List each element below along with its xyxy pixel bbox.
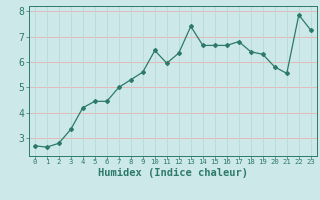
X-axis label: Humidex (Indice chaleur): Humidex (Indice chaleur) — [98, 168, 248, 178]
